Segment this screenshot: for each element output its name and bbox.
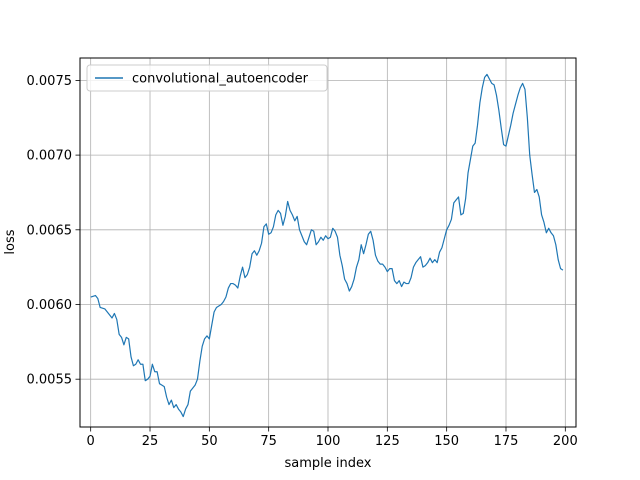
y-tick-label: 0.0055 bbox=[27, 373, 73, 388]
x-tick-label: 0 bbox=[87, 434, 95, 449]
series-layer bbox=[90, 73, 564, 418]
y-axis-ticks: 0.0055 0.0060 0.0065 0.0070 0.0075 bbox=[27, 74, 80, 388]
legend-series-label: convolutional_autoencoder bbox=[132, 72, 309, 87]
legend-box bbox=[86, 64, 328, 92]
legend: convolutional_autoencoder bbox=[86, 64, 328, 92]
y-tick-label: 0.0075 bbox=[27, 74, 73, 89]
x-tick-label: 175 bbox=[494, 434, 519, 449]
x-tick-label: 25 bbox=[142, 434, 159, 449]
grid-lines bbox=[80, 58, 576, 427]
x-axis-ticks: 0 25 50 75 100 125 150 175 200 bbox=[87, 427, 578, 449]
x-tick-label: 150 bbox=[434, 434, 459, 449]
x-tick-label: 50 bbox=[201, 434, 218, 449]
x-tick-label: 125 bbox=[375, 434, 400, 449]
x-tick-label: 75 bbox=[260, 434, 277, 449]
y-axis-label: loss bbox=[3, 229, 18, 254]
x-tick-label: 200 bbox=[553, 434, 578, 449]
x-axis-label: sample index bbox=[285, 456, 372, 471]
series-line-convolutional_autoencoder bbox=[90, 73, 564, 418]
x-tick-label: 100 bbox=[316, 434, 341, 449]
y-tick-label: 0.0065 bbox=[27, 223, 73, 238]
y-tick-label: 0.0070 bbox=[27, 149, 73, 164]
y-tick-label: 0.0060 bbox=[27, 298, 73, 313]
